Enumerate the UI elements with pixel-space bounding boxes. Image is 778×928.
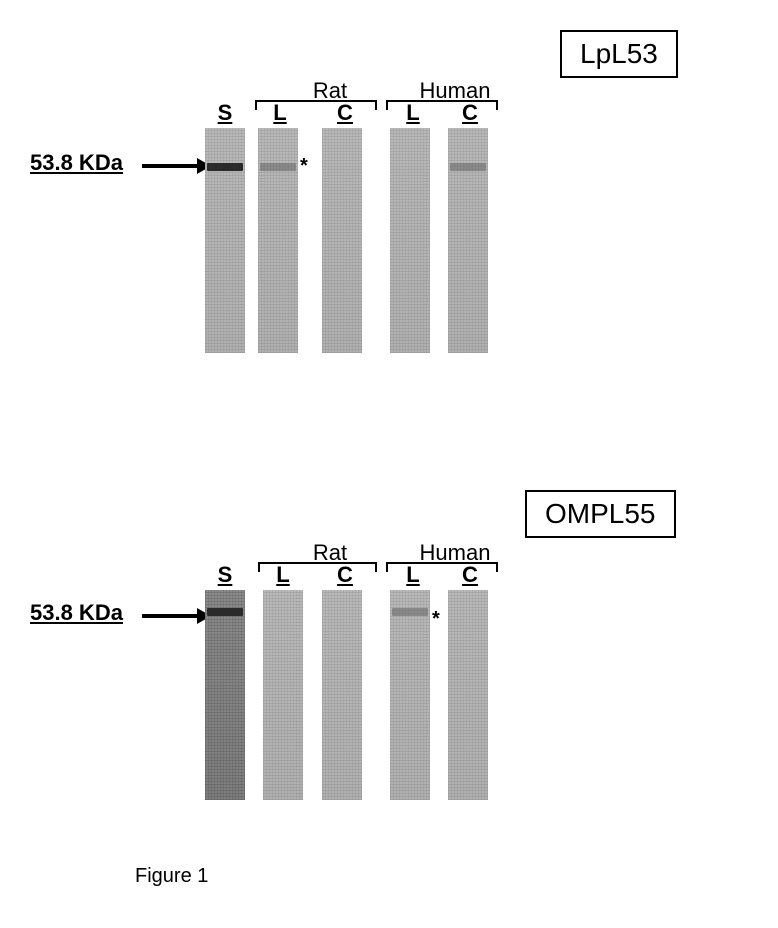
lane-label: C <box>455 100 485 126</box>
gel-band <box>207 163 243 171</box>
lane-label: L <box>398 100 428 126</box>
gel-lane <box>322 128 362 353</box>
arrow-icon <box>142 605 212 627</box>
gel-lane <box>448 128 488 353</box>
panel-title-p1: LpL53 <box>560 30 678 78</box>
figure-caption: Figure 1 <box>135 865 208 888</box>
gel-lane <box>322 590 362 800</box>
lane-label: C <box>455 562 485 588</box>
molecular-weight-label: 53.8 KDa <box>30 150 123 176</box>
asterisk-marker: * <box>432 608 440 631</box>
gel-band <box>450 163 486 171</box>
gel-lane <box>390 590 430 800</box>
gel-band <box>207 608 243 616</box>
gel-lane <box>390 128 430 353</box>
lane-label: S <box>210 562 240 588</box>
arrow-icon <box>142 155 212 177</box>
gel-band <box>392 608 428 616</box>
panel-title-p2: OMPL55 <box>525 490 676 538</box>
lane-label: L <box>265 100 295 126</box>
lane-label: L <box>398 562 428 588</box>
gel-lane <box>205 590 245 800</box>
gel-band <box>260 163 296 171</box>
gel-lane <box>258 128 298 353</box>
gel-lane <box>263 590 303 800</box>
lane-label: L <box>268 562 298 588</box>
gel-lane <box>448 590 488 800</box>
molecular-weight-label: 53.8 KDa <box>30 600 123 626</box>
lane-label: S <box>210 100 240 126</box>
lane-label: C <box>330 562 360 588</box>
lane-label: C <box>330 100 360 126</box>
gel-lane <box>205 128 245 353</box>
asterisk-marker: * <box>300 155 308 178</box>
